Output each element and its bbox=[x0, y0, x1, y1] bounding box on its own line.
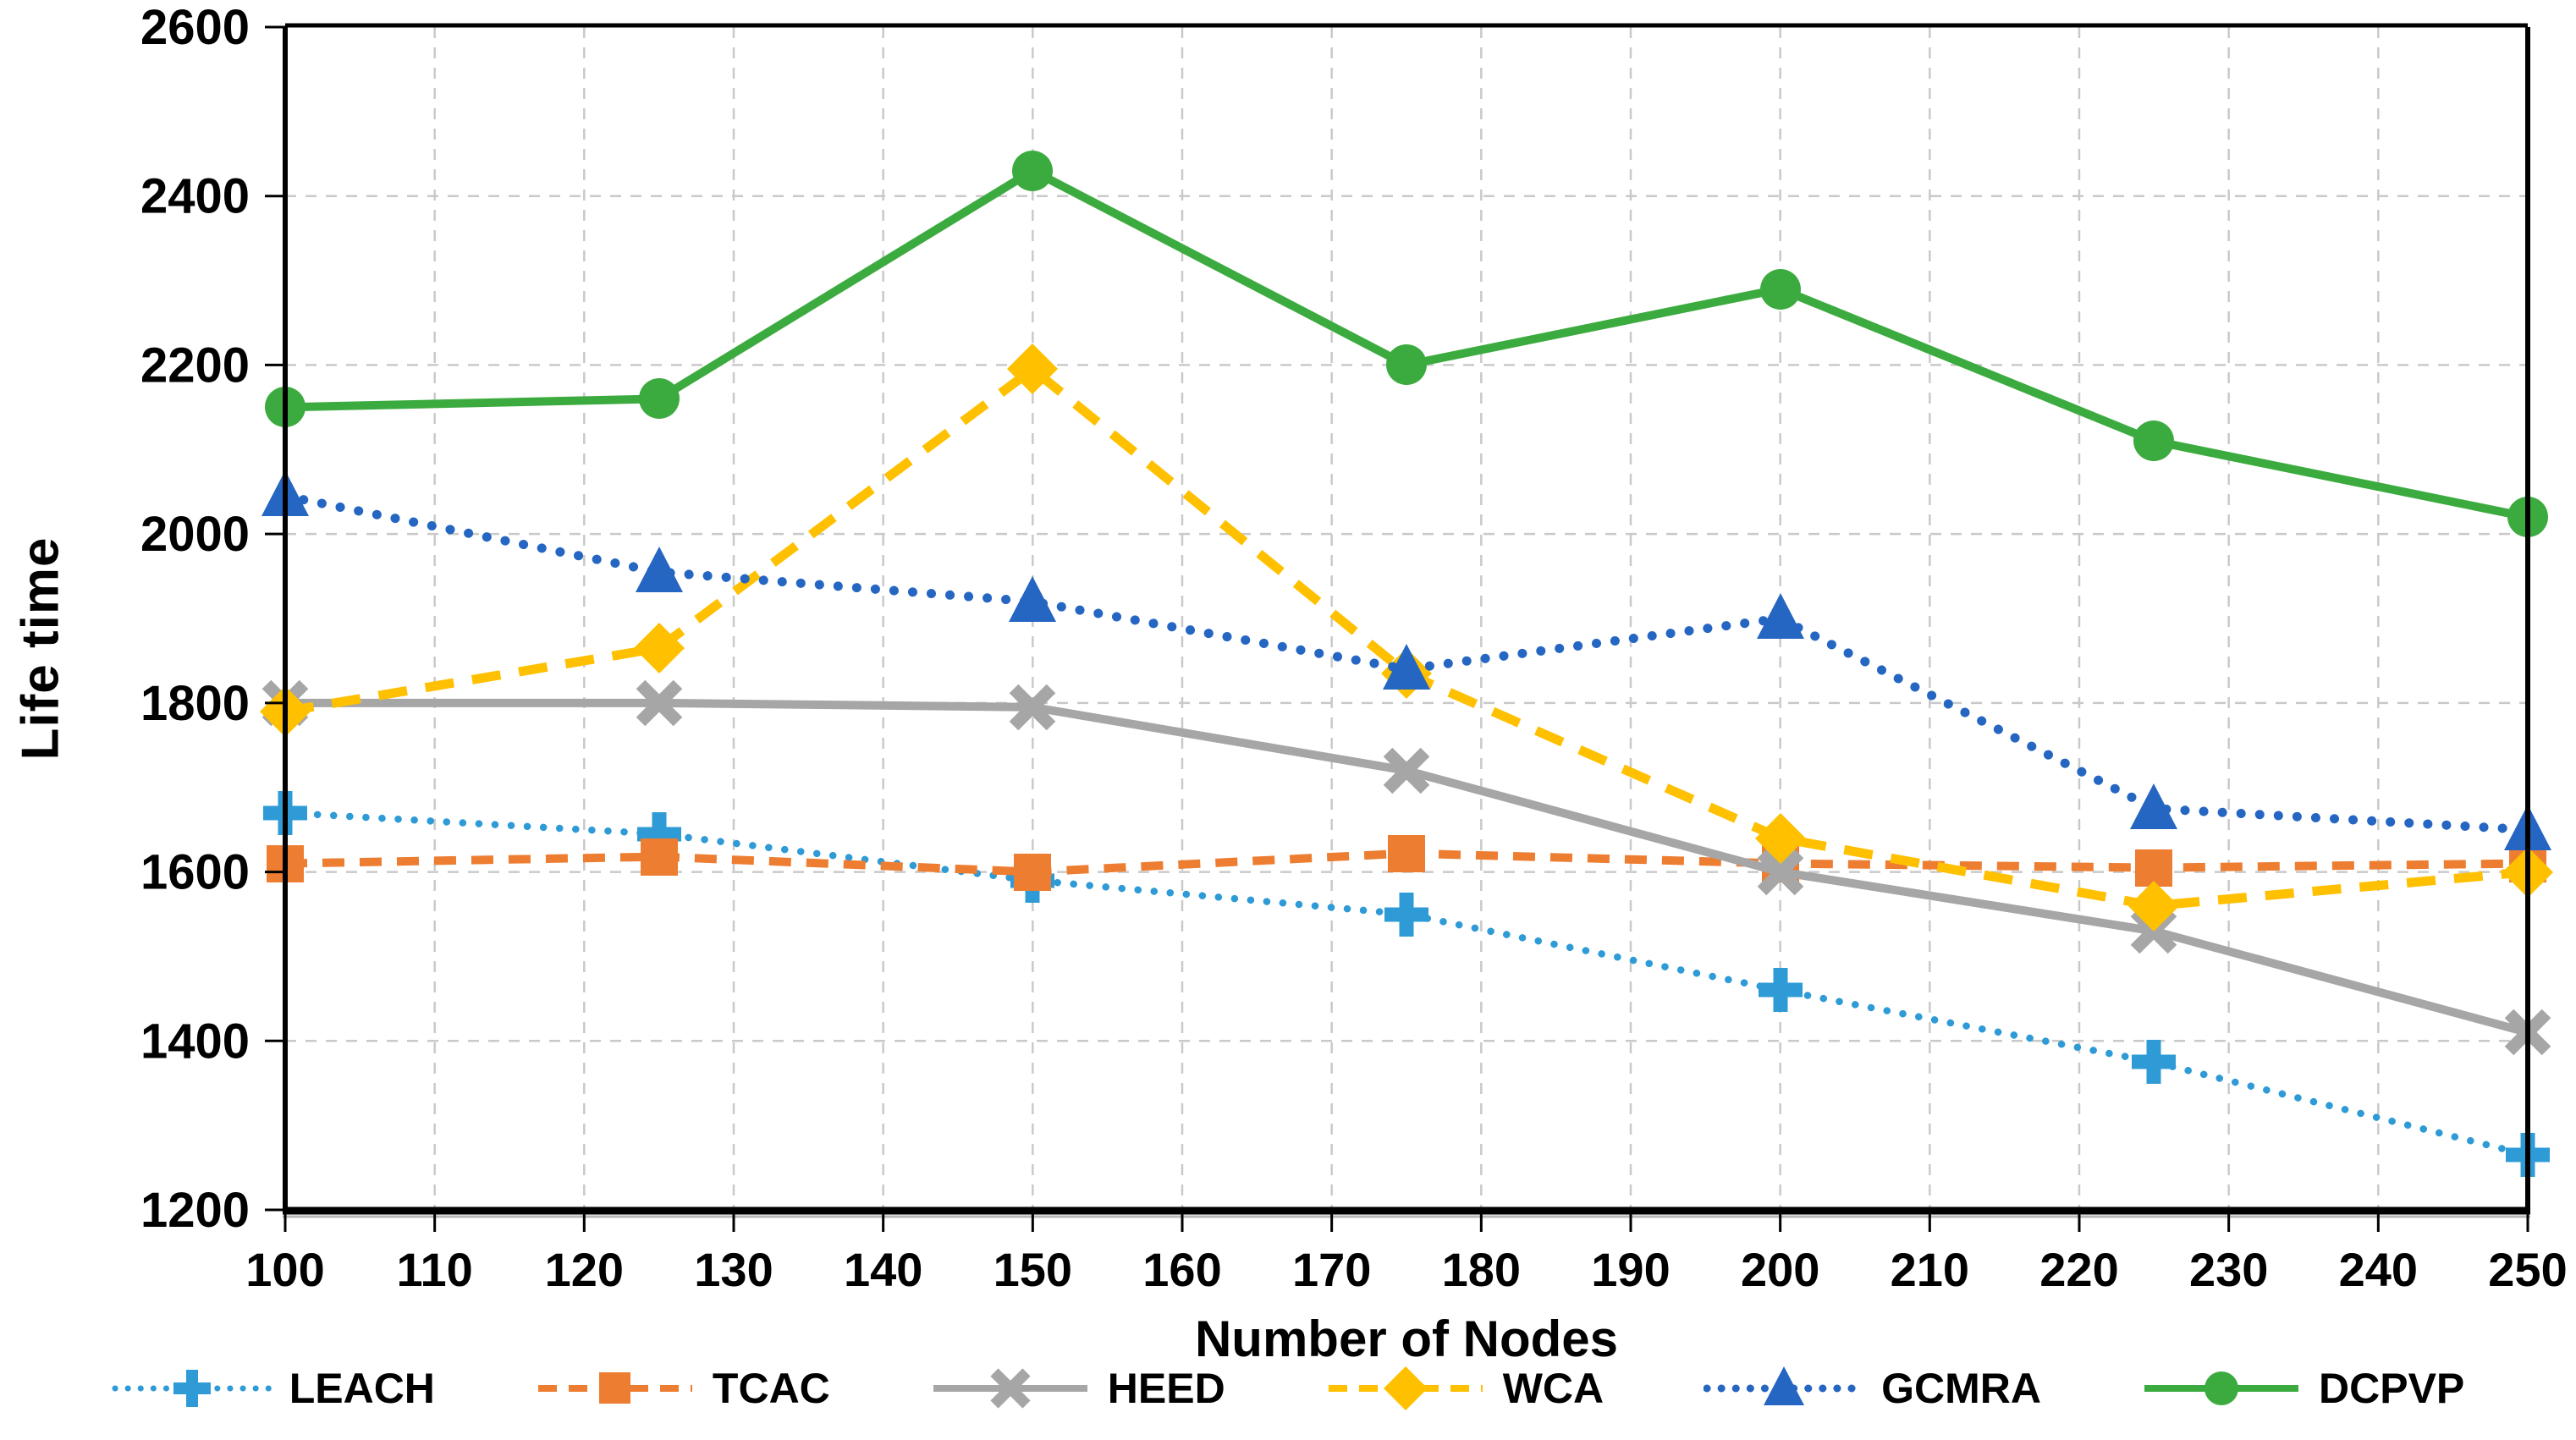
x-tick-label-170: 170 bbox=[1292, 1243, 1371, 1296]
x-tick-label-100: 100 bbox=[245, 1243, 324, 1296]
x-tick-label-130: 130 bbox=[694, 1243, 773, 1296]
legend-swatch-WCA bbox=[1328, 1366, 1483, 1410]
legend-label-GCMRA: GCMRA bbox=[1881, 1365, 2042, 1412]
x-tick-label-220: 220 bbox=[2039, 1243, 2118, 1296]
legend-label-WCA: WCA bbox=[1502, 1365, 1604, 1412]
legend-item-HEED: HEED bbox=[930, 1364, 1225, 1413]
legend-swatch-LEACH bbox=[112, 1370, 272, 1407]
x-tick-label-160: 160 bbox=[1142, 1243, 1221, 1296]
x-tick-label-140: 140 bbox=[844, 1243, 922, 1296]
y-tick-label-1400: 1400 bbox=[140, 1014, 250, 1069]
series-TCAC bbox=[267, 835, 2546, 891]
series-GCMRA bbox=[261, 470, 2551, 850]
y-tick-label-1200: 1200 bbox=[140, 1183, 250, 1238]
legend-label-TCAC: TCAC bbox=[712, 1365, 830, 1412]
y-tick-label-2000: 2000 bbox=[140, 507, 250, 562]
legend-swatch-TCAC bbox=[537, 1372, 692, 1404]
legend-item-GCMRA: GCMRA bbox=[1704, 1364, 2041, 1413]
x-tick-label-250: 250 bbox=[2488, 1243, 2567, 1296]
legend-label-LEACH: LEACH bbox=[289, 1365, 435, 1412]
legend-swatch-HEED bbox=[933, 1368, 1087, 1409]
legend-item-DCPVP: DCPVP bbox=[2141, 1364, 2464, 1413]
legend-item-LEACH: LEACH bbox=[112, 1364, 435, 1413]
x-tick-label-230: 230 bbox=[2189, 1243, 2268, 1296]
plot-frame bbox=[283, 23, 2530, 1218]
x-axis-title: Number of Nodes bbox=[1194, 1311, 1619, 1367]
x-tick-label-240: 240 bbox=[2339, 1243, 2418, 1296]
x-tick-label-150: 150 bbox=[994, 1243, 1072, 1296]
y-tick-label-1800: 1800 bbox=[140, 676, 250, 731]
y-tick-label-1600: 1600 bbox=[140, 845, 250, 900]
x-tick-label-190: 190 bbox=[1591, 1243, 1670, 1296]
legend-swatch-GCMRA bbox=[1704, 1366, 1865, 1405]
x-tick-label-180: 180 bbox=[1442, 1243, 1521, 1296]
y-tick-label-2200: 2200 bbox=[140, 338, 250, 393]
x-tick-label-110: 110 bbox=[396, 1243, 472, 1296]
legend-swatch-DCPVP bbox=[2144, 1371, 2299, 1405]
y-tick-label-2400: 2400 bbox=[140, 169, 250, 224]
series-DCPVP bbox=[265, 151, 2548, 537]
plot-area: 1200 1400 1600 1800 2000 2200 2400 2600 100 110 12… bbox=[140, 0, 2568, 1296]
legend-label-DCPVP: DCPVP bbox=[2319, 1365, 2465, 1412]
legend-label-HEED: HEED bbox=[1107, 1365, 1225, 1412]
x-tick-label-200: 200 bbox=[1741, 1243, 1819, 1296]
legend: LEACH TCAC HEED WCA GCMRA DCPVP bbox=[0, 1364, 2576, 1413]
legend-item-WCA: WCA bbox=[1325, 1364, 1604, 1413]
y-tick-label-2600: 2600 bbox=[140, 0, 250, 55]
x-tick-label-120: 120 bbox=[545, 1243, 624, 1296]
gridlines bbox=[285, 27, 2528, 1210]
y-axis-ticks: 1200 1400 1600 1800 2000 2200 2400 2600 bbox=[140, 0, 285, 1238]
x-axis-ticks: 100 110 120 130 140 150 160 170 180 190 200 210 220 2… bbox=[245, 1213, 2568, 1296]
x-tick-label-210: 210 bbox=[1891, 1243, 1969, 1296]
legend-item-TCAC: TCAC bbox=[535, 1364, 830, 1413]
